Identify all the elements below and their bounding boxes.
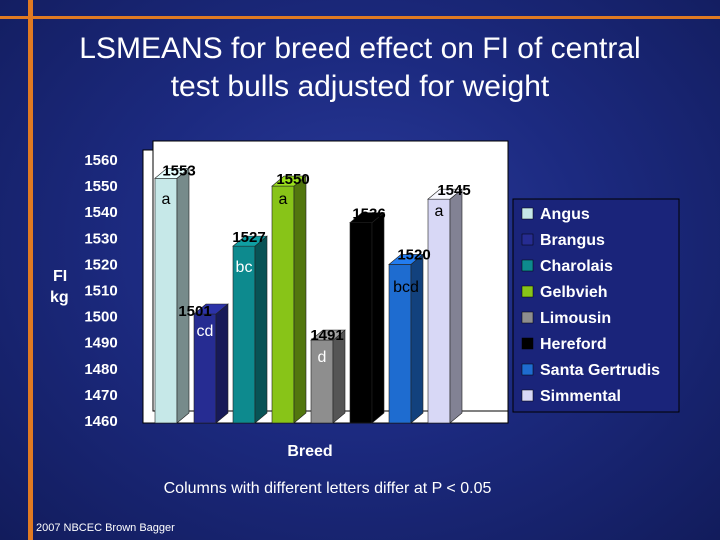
y-tick-label: 1530 [84,230,117,247]
legend-label: Limousin [540,310,611,327]
bar-side [449,188,463,424]
data-label: 1501 [178,303,211,320]
y-tick-label: 1480 [84,361,117,378]
y-tick-label: 1550 [84,178,117,195]
data-label: 1553 [162,162,195,179]
bar-top [310,329,346,341]
bar-top [154,167,190,179]
x-axis-label: Breed [287,443,332,460]
bar-side [371,211,385,424]
significance-letter: cd [197,323,214,340]
bar-simmental [427,198,451,424]
accent-bar-vertical [28,0,33,540]
data-label: 1491 [310,327,343,344]
legend-swatch [521,233,534,246]
legend-swatch [521,285,534,298]
accent-bar-horizontal [0,16,720,19]
slide-title-line-2: test bulls adjusted for weight [170,70,550,103]
y-tick-label: 1540 [84,204,117,221]
bar-top [427,188,463,200]
bar-top [271,175,307,187]
legend-swatch [521,389,534,402]
bar-top [388,254,424,265]
bar-side [293,175,307,424]
legend-swatch [521,311,534,324]
bar-top [232,235,268,247]
legend-swatch [521,259,534,272]
data-label: 1520 [397,246,430,263]
significance-letter: bcd [393,279,419,296]
legend-swatch [521,207,534,220]
legend-label: Simmental [540,388,621,405]
legend-swatch [521,337,534,350]
y-tick-label: 1460 [84,413,117,430]
legend-swatch [521,363,534,376]
legend-label: Hereford [540,336,607,353]
y-tick-label: 1520 [84,256,117,273]
data-label: 1536 [352,206,385,223]
legend-label: Gelbvieh [540,284,608,301]
y-axis-label-line-2: kg [50,289,69,306]
legend-box [512,198,680,413]
significance-letter: a [435,203,444,220]
y-tick-label: 1500 [84,309,117,326]
significance-footnote: Columns with different letters differ at… [163,480,492,497]
data-label: 1545 [437,182,470,199]
legend-label: Brangus [540,232,605,249]
significance-letter: d [318,349,327,366]
credit-text: 2007 NBCEC Brown Bagger [36,522,175,534]
bar-gelbvieh [271,185,295,424]
y-axis-label-line-1: FI [53,268,67,285]
data-label: 1550 [276,171,309,188]
y-tick-label: 1560 [84,152,117,169]
bar-top [193,303,229,315]
bar-angus [154,177,178,424]
bar-side [254,235,268,424]
significance-letter: bc [236,259,253,276]
y-tick-label: 1470 [84,387,117,404]
legend-label: Charolais [540,258,613,275]
y-tick-label: 1490 [84,335,117,352]
significance-letter: a [279,191,288,208]
bar-hereford [349,222,373,424]
slide-title-line-1: LSMEANS for breed effect on FI of centra… [79,32,641,65]
bar-side [176,167,190,424]
bar-side [215,303,229,424]
bar-top [349,212,385,223]
legend-label: Santa Gertrudis [540,362,660,379]
significance-letter: a [162,191,171,208]
slide-title: LSMEANS for breed effect on FI of centra… [40,30,680,106]
y-tick-label: 1510 [84,283,117,300]
legend-label: Angus [540,206,590,223]
data-label: 1527 [232,229,265,246]
